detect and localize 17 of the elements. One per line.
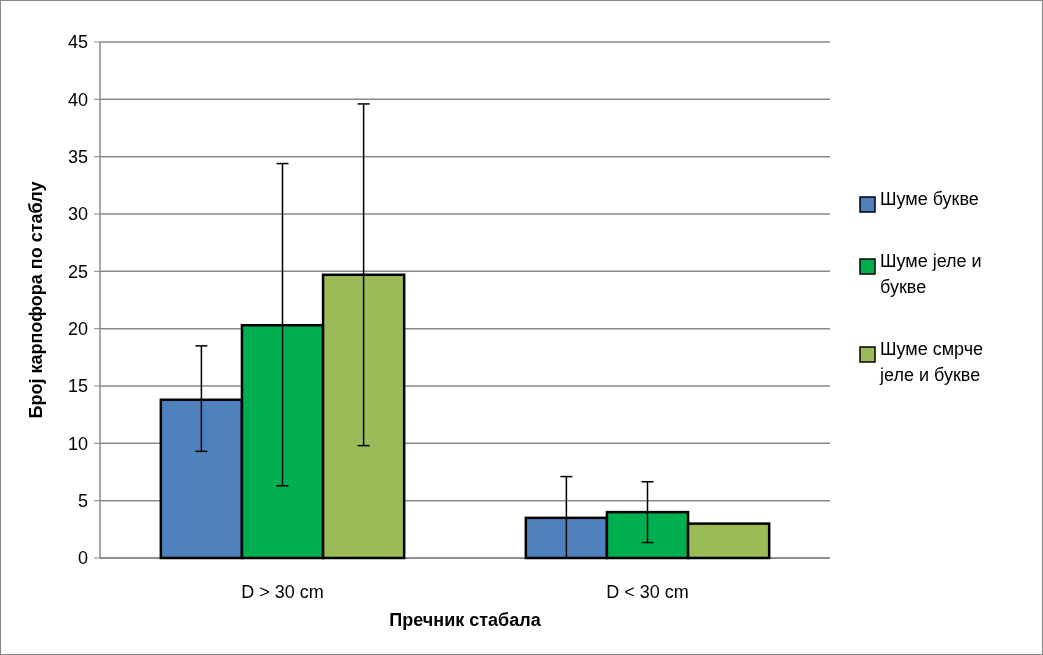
y-tick-label: 30 bbox=[67, 204, 88, 225]
legend-label: Шуме смрче јеле и букве bbox=[879, 339, 984, 385]
legend-label: Шуме јеле и букве bbox=[880, 251, 982, 297]
y-tick-label: 10 bbox=[67, 433, 88, 454]
y-tick-label: 15 bbox=[67, 376, 88, 397]
x-tick-label: D > 30 cm bbox=[241, 582, 324, 602]
x-axis-title: Пречник стабала bbox=[389, 610, 542, 630]
y-tick-label: 35 bbox=[67, 146, 88, 167]
y-tick-label: 5 bbox=[77, 490, 88, 511]
x-tick-label: D < 30 cm bbox=[606, 582, 689, 602]
y-tick-label: 25 bbox=[67, 261, 88, 282]
y-tick-label: 0 bbox=[77, 548, 88, 569]
y-axis-title: Број карпофора по стаблу bbox=[26, 181, 46, 419]
y-tick-label: 45 bbox=[67, 32, 88, 53]
y-tick-label: 20 bbox=[67, 318, 88, 339]
y-tick-label: 40 bbox=[67, 89, 88, 110]
legend-label: Шуме букве bbox=[880, 189, 979, 209]
